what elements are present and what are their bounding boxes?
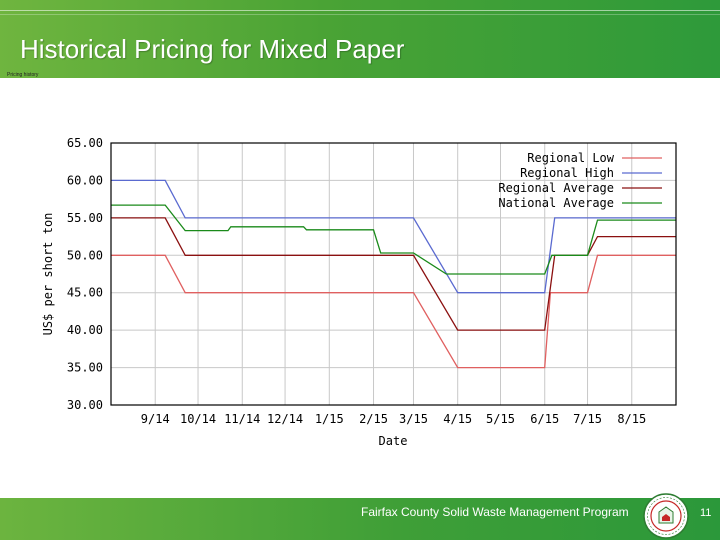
header-rule-top bbox=[0, 10, 720, 11]
x-tick-label: 4/15 bbox=[443, 412, 472, 426]
page-number: 11 bbox=[700, 507, 712, 519]
y-tick-label: 65.00 bbox=[67, 136, 103, 150]
x-tick-label: 7/15 bbox=[573, 412, 602, 426]
slide-subtitle: Pricing history bbox=[7, 72, 39, 78]
y-tick-label: 30.00 bbox=[67, 398, 103, 412]
series-line-regional-high bbox=[111, 179, 676, 294]
plot-frame bbox=[110, 142, 677, 406]
y-tick-labels: 30.00 35.00 40.00 45.00 50.00 55.00 60.00 65.00 bbox=[67, 136, 103, 412]
x-tick-label: 2/15 bbox=[359, 412, 388, 426]
legend-label-regional-low: Regional Low bbox=[527, 151, 614, 165]
y-tick-label: 45.00 bbox=[67, 286, 103, 300]
county-seal-logo bbox=[643, 493, 689, 539]
legend-label-national-average: National Average bbox=[498, 196, 614, 210]
x-tick-label: 9/14 bbox=[141, 412, 170, 426]
series-line-regional-average bbox=[111, 217, 676, 331]
series-lines bbox=[111, 179, 676, 369]
series-line-regional-low bbox=[111, 254, 676, 369]
y-tick-label: 35.00 bbox=[67, 361, 103, 375]
legend-label-regional-average: Regional Average bbox=[498, 181, 614, 195]
footer-text: Fairfax County Solid Waste Management Pr… bbox=[361, 505, 629, 519]
x-tick-label: 10/14 bbox=[180, 412, 216, 426]
legend-label-regional-high: Regional High bbox=[520, 166, 614, 180]
x-tick-label: 1/15 bbox=[315, 412, 344, 426]
y-tick-label: 60.00 bbox=[67, 173, 103, 187]
title-bar bbox=[0, 0, 720, 78]
y-tick-label: 55.00 bbox=[67, 211, 103, 225]
y-axis-label: US$ per short ton bbox=[41, 213, 55, 336]
x-tick-label: 8/15 bbox=[617, 412, 646, 426]
x-tick-label: 3/15 bbox=[399, 412, 428, 426]
x-tick-label: 12/14 bbox=[267, 412, 303, 426]
footer-bar bbox=[0, 498, 720, 540]
y-tick-label: 40.00 bbox=[67, 323, 103, 337]
x-tick-label: 11/14 bbox=[224, 412, 260, 426]
x-axis-label: Date bbox=[379, 434, 408, 448]
header-rule-bottom bbox=[0, 14, 720, 15]
slide-title: Historical Pricing for Mixed Paper bbox=[20, 34, 405, 64]
x-tick-label: 6/15 bbox=[530, 412, 559, 426]
series-line-national-average bbox=[111, 204, 676, 275]
pricing-chart: 30.00 35.00 40.00 45.00 50.00 55.00 60.00 65.00… bbox=[41, 136, 677, 448]
x-tick-label: 5/15 bbox=[486, 412, 515, 426]
y-tick-label: 50.00 bbox=[67, 248, 103, 262]
x-tick-labels: 9/14 10/14 11/14 12/14 1/15 2/15 3/15 4/15 5/15 6… bbox=[141, 412, 646, 426]
